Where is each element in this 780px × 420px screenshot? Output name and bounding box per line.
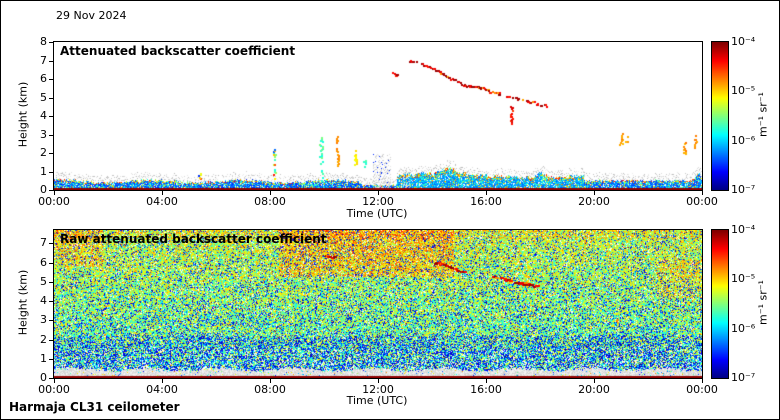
y-axis-tick [49,79,53,80]
y-tick-label: 2 [40,333,47,346]
x-tick-label: 04:00 [146,383,178,396]
y-tick-label: 2 [40,146,47,159]
colorbar-tick-label: 10⁻⁷ [731,371,756,384]
y-tick-label: 4 [40,109,47,122]
colorbar-tick-label: 10⁻⁷ [731,183,756,196]
y-axis-tick [49,116,53,117]
x-axis-tick [702,191,703,195]
colorbar-bottom [711,229,729,379]
x-axis-tick [486,379,487,383]
colorbar-unit-bottom: m⁻¹ sr⁻¹ [756,280,770,325]
y-axis-tick [49,340,53,341]
x-tick-label: 00:00 [38,383,70,396]
y-axis-tick [49,172,53,173]
raw-plot-canvas [54,230,702,378]
colorbar-tick-label: 10⁻⁵ [731,272,756,285]
time-axis-label-bottom: Time (UTC) [346,394,408,407]
y-tick-label: 1 [40,352,47,365]
x-axis-tick [378,191,379,195]
x-axis-tick [594,191,595,195]
y-axis-tick [49,243,53,244]
time-axis-label-top: Time (UTC) [346,207,408,220]
x-tick-label: 00:00 [686,383,718,396]
x-axis-tick [486,191,487,195]
instrument-label: Harmaja CL31 ceilometer [9,400,180,414]
x-axis-tick [270,379,271,383]
y-tick-label: 5 [40,91,47,104]
y-axis-tick [49,263,53,264]
y-axis-tick [49,282,53,283]
y-tick-label: 3 [40,313,47,326]
attenuated-title: Attenuated backscatter coefficient [60,44,296,58]
colorbar-tick-label: 10⁻⁴ [731,223,756,236]
colorbar-tick-label: 10⁻⁵ [731,84,756,97]
y-tick-label: 8 [40,35,47,48]
x-axis-tick [54,379,55,383]
y-axis-tick [49,378,53,379]
x-tick-label: 04:00 [146,195,178,208]
x-axis-tick [594,379,595,383]
y-tick-label: 1 [40,165,47,178]
x-axis-tick [162,379,163,383]
x-axis-tick [270,191,271,195]
x-tick-label: 16:00 [470,383,502,396]
y-axis-tick [49,61,53,62]
colorbar-tick-label: 10⁻⁴ [731,35,756,48]
x-tick-label: 20:00 [578,383,610,396]
date-label: 29 Nov 2024 [56,9,127,22]
y-tick-label: 6 [40,72,47,85]
y-axis-tick [49,301,53,302]
y-tick-label: 6 [40,256,47,269]
x-tick-label: 20:00 [578,195,610,208]
x-axis-tick [54,191,55,195]
x-axis-tick [378,379,379,383]
raw-title: Raw attenuated backscatter coefficient [60,232,327,246]
y-axis-tick [49,42,53,43]
y-axis-tick [49,190,53,191]
x-tick-label: 08:00 [254,195,286,208]
x-tick-label: 00:00 [38,195,70,208]
colorbar-tick-label: 10⁻⁶ [731,134,756,147]
attenuated-plot-canvas [54,42,702,190]
y-tick-label: 5 [40,275,47,288]
raw-plot-frame [53,229,703,379]
y-tick-label: 0 [40,371,47,384]
x-tick-label: 12:00 [362,195,394,208]
y-axis-tick [49,135,53,136]
colorbar-tick-label: 10⁻⁶ [731,322,756,335]
y-tick-label: 7 [40,54,47,67]
x-tick-label: 16:00 [470,195,502,208]
y-tick-label: 7 [40,236,47,249]
colorbar-bottom-canvas [712,230,728,378]
x-axis-tick [162,191,163,195]
y-tick-label: 0 [40,183,47,196]
y-axis-tick [49,359,53,360]
colorbar-unit-top: m⁻¹ sr⁻¹ [756,92,770,137]
y-tick-label: 4 [40,294,47,307]
y-tick-label: 3 [40,128,47,141]
x-tick-label: 08:00 [254,383,286,396]
y-axis-tick [49,153,53,154]
attenuated-plot-frame [53,41,703,191]
x-tick-label: 00:00 [686,195,718,208]
x-axis-tick [702,379,703,383]
colorbar-top [711,41,729,191]
y-axis-tick [49,320,53,321]
colorbar-top-canvas [712,42,728,190]
x-tick-label: 12:00 [362,383,394,396]
y-axis-tick [49,98,53,99]
